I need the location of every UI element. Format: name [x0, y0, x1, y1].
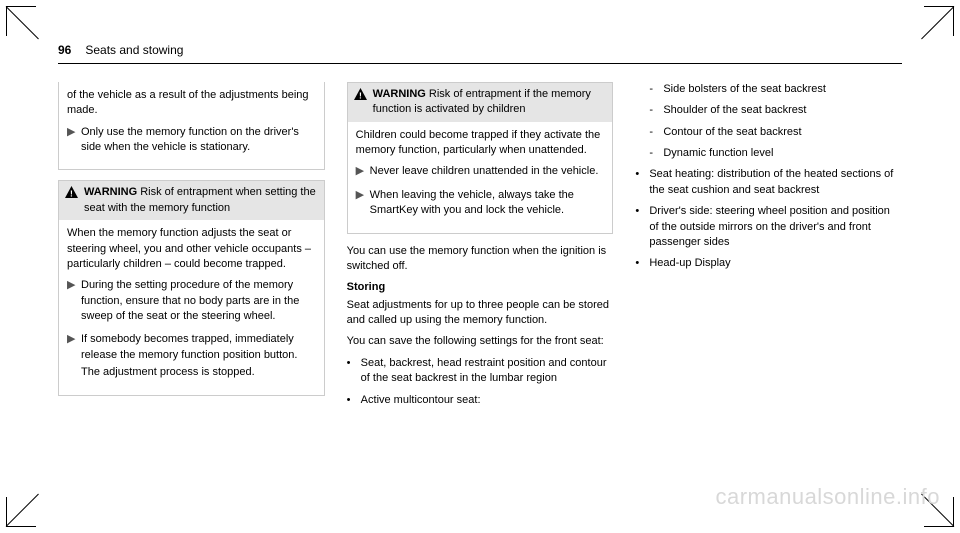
warning-continuation-body: of the vehicle as a result of the adjust…	[59, 82, 324, 170]
action-text: When leaving the vehicle, always take th…	[370, 188, 605, 219]
arrow-icon: ▶	[356, 188, 370, 219]
crop-mark-tr	[924, 6, 954, 36]
dash-icon: -	[649, 146, 663, 161]
section-title: Seats and stowing	[85, 42, 183, 59]
warning-title-wrap: WARNING Risk of entrapment when setting …	[84, 185, 318, 216]
intro-text: of the vehicle as a result of the adjust…	[67, 88, 316, 119]
action-text: During the setting procedure of the memo…	[81, 278, 316, 324]
list-text: Seat heating: distribution of the heated…	[649, 167, 902, 198]
sub-list-item: - Contour of the seat backrest	[635, 125, 902, 140]
page-content: 96 Seats and stowing of the vehicle as a…	[0, 0, 960, 434]
list-item: • Head-up Display	[635, 256, 902, 271]
page-header: 96 Seats and stowing	[58, 42, 902, 64]
bullet-icon: •	[347, 356, 361, 387]
action-item: ▶ If somebody becomes trapped, immediate…	[67, 332, 316, 363]
bullet-icon: •	[635, 204, 649, 250]
warning-box-1: ! WARNING Risk of entrapment when settin…	[58, 180, 325, 395]
columns-container: of the vehicle as a result of the adjust…	[58, 82, 902, 414]
bullet-icon: •	[635, 256, 649, 271]
action-item: ▶ Only use the memory function on the dr…	[67, 125, 316, 156]
warning-header: ! WARNING Risk of entrapment when settin…	[59, 181, 324, 220]
storing-heading: Storing	[347, 280, 614, 295]
arrow-icon: ▶	[67, 278, 81, 324]
list-text: Driver's side: steering wheel position a…	[649, 204, 902, 250]
warning-label: WARNING	[373, 88, 426, 100]
crop-mark-tl	[6, 6, 36, 36]
arrow-icon: ▶	[356, 164, 370, 179]
spacer	[67, 365, 81, 380]
dash-icon: -	[649, 82, 663, 97]
warning-label: WARNING	[84, 186, 137, 198]
warning-header: ! WARNING Risk of entrapment if the memo…	[348, 83, 613, 122]
warning-body-text: Children could become trapped if they ac…	[356, 128, 605, 159]
action-continuation: The adjustment process is stopped.	[67, 365, 316, 380]
sub-text: Side bolsters of the seat backrest	[663, 82, 902, 97]
warning-title-wrap: WARNING Risk of entrapment if the memory…	[373, 87, 607, 118]
dash-icon: -	[649, 103, 663, 118]
watermark: carmanualsonline.info	[715, 482, 940, 513]
crop-mark-bl	[6, 497, 36, 527]
sub-text: Contour of the seat backrest	[663, 125, 902, 140]
sub-list-item: - Dynamic function level	[635, 146, 902, 161]
svg-text:!: !	[70, 189, 73, 199]
action-text: Never leave children unattended in the v…	[370, 164, 605, 179]
warning-body: Children could become trapped if they ac…	[348, 122, 613, 233]
svg-text:!: !	[359, 90, 362, 100]
warning-continuation-box: of the vehicle as a result of the adjust…	[58, 82, 325, 171]
paragraph: Seat adjustments for up to three people …	[347, 298, 614, 329]
warning-body: When the memory function adjusts the sea…	[59, 220, 324, 395]
list-text: Active multicontour seat:	[361, 393, 614, 408]
warning-body-text: When the memory function adjusts the sea…	[67, 226, 316, 272]
action-text: The adjustment process is stopped.	[81, 365, 316, 380]
bullet-icon: •	[635, 167, 649, 198]
page-number: 96	[58, 42, 71, 59]
list-item: • Active multicontour seat:	[347, 393, 614, 408]
list-text: Seat, backrest, head restraint position …	[361, 356, 614, 387]
bullet-icon: •	[347, 393, 361, 408]
dash-icon: -	[649, 125, 663, 140]
list-item: • Seat heating: distribution of the heat…	[635, 167, 902, 198]
column-3: - Side bolsters of the seat backrest - S…	[635, 82, 902, 414]
action-text: Only use the memory function on the driv…	[81, 125, 316, 156]
arrow-icon: ▶	[67, 125, 81, 156]
paragraph: You can save the following settings for …	[347, 334, 614, 349]
list-item: • Driver's side: steering wheel position…	[635, 204, 902, 250]
column-2: ! WARNING Risk of entrapment if the memo…	[347, 82, 614, 414]
list-item: • Seat, backrest, head restraint positio…	[347, 356, 614, 387]
action-item: ▶ Never leave children unattended in the…	[356, 164, 605, 179]
sub-text: Shoulder of the seat backrest	[663, 103, 902, 118]
action-text: If somebody becomes trapped, immediately…	[81, 332, 316, 363]
sub-list-item: - Shoulder of the seat backrest	[635, 103, 902, 118]
column-1: of the vehicle as a result of the adjust…	[58, 82, 325, 414]
list-text: Head-up Display	[649, 256, 902, 271]
arrow-icon: ▶	[67, 332, 81, 363]
sub-list-item: - Side bolsters of the seat backrest	[635, 82, 902, 97]
warning-box-2: ! WARNING Risk of entrapment if the memo…	[347, 82, 614, 234]
warning-triangle-icon: !	[354, 88, 367, 100]
paragraph: You can use the memory function when the…	[347, 244, 614, 275]
action-item: ▶ When leaving the vehicle, always take …	[356, 188, 605, 219]
sub-text: Dynamic function level	[663, 146, 902, 161]
warning-triangle-icon: !	[65, 186, 78, 198]
action-item: ▶ During the setting procedure of the me…	[67, 278, 316, 324]
